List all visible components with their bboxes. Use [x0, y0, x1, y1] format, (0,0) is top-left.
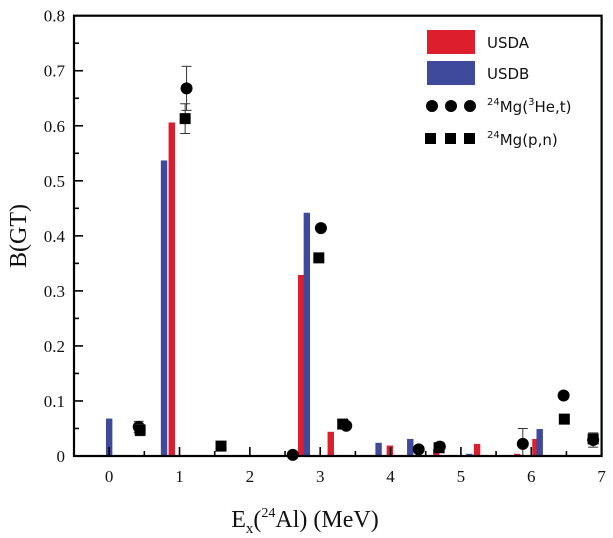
y-tick-label: 0.7	[44, 62, 66, 81]
legend-label-p-n: 24Mg(p,n)	[487, 130, 558, 149]
point-3he-t	[314, 222, 327, 235]
bar-usdb	[303, 212, 311, 456]
point-p-n	[433, 442, 445, 454]
legend-marker-circles	[426, 100, 476, 112]
bar-usda	[513, 453, 521, 456]
y-tick-label: 0.3	[44, 282, 65, 301]
point-p-n	[337, 418, 349, 430]
legend-swatch-usdb	[427, 61, 475, 85]
x-tick-label: 4	[386, 467, 395, 486]
plot-marks	[105, 65, 600, 461]
x-tick-label: 5	[457, 467, 466, 486]
y-tick-label: 0.2	[44, 337, 65, 356]
point-p-n	[215, 440, 227, 452]
bar-usda	[473, 443, 481, 456]
point-p-n	[558, 413, 570, 425]
bar-usdb	[160, 160, 168, 457]
bar-usdb	[536, 429, 543, 456]
bar-usdb	[105, 418, 113, 456]
bar-usdb	[375, 442, 382, 456]
point-3he-t	[412, 443, 425, 456]
point-3he-t	[286, 448, 299, 461]
point-p-n	[587, 433, 599, 445]
axis-ticks: 0 1 2 3 4 5 6 7 0 0.1 0.2 0.3 0.4 0.5 0.6 0.7 0.8	[44, 7, 607, 486]
bar-usda	[298, 274, 305, 456]
bar-usda	[532, 438, 539, 456]
point-p-n	[179, 113, 191, 125]
y-tick-label: 0.6	[44, 117, 65, 136]
bar-usdb	[466, 453, 473, 456]
bar-usdb	[407, 438, 414, 456]
y-axis-label: B(GT)	[6, 204, 32, 268]
x-tick-label: 1	[175, 467, 184, 486]
y-tick-label: 0.4	[44, 227, 66, 246]
legend-marker-squares	[425, 133, 475, 144]
x-tick-label: 7	[597, 467, 606, 486]
point-3he-t	[557, 389, 570, 402]
legend-label-usdb: USDB	[487, 65, 529, 83]
x-axis-label: Ex(24Al) (MeV)	[231, 506, 378, 537]
y-tick-label: 0.5	[44, 172, 65, 191]
point-3he-t	[180, 82, 193, 95]
x-tick-label: 6	[527, 467, 536, 486]
legend-swatch-usda	[427, 30, 475, 54]
legend: USDA USDB 24Mg(3He,t) 24Mg(p,n)	[413, 17, 600, 150]
legend-label-usda: USDA	[487, 34, 530, 52]
y-tick-label: 0.8	[44, 7, 65, 26]
point-p-n	[313, 252, 325, 264]
x-tick-label: 2	[246, 467, 255, 486]
x-tick-label: 0	[105, 467, 114, 486]
point-3he-t	[516, 437, 529, 450]
legend-label-3he-t: 24Mg(3He,t)	[487, 97, 571, 116]
bar-usda	[327, 431, 334, 456]
y-tick-label: 0.1	[44, 392, 65, 411]
x-tick-label: 3	[316, 467, 325, 486]
bar-usda	[168, 122, 175, 456]
point-p-n	[134, 424, 146, 436]
y-tick-label: 0	[57, 447, 66, 466]
